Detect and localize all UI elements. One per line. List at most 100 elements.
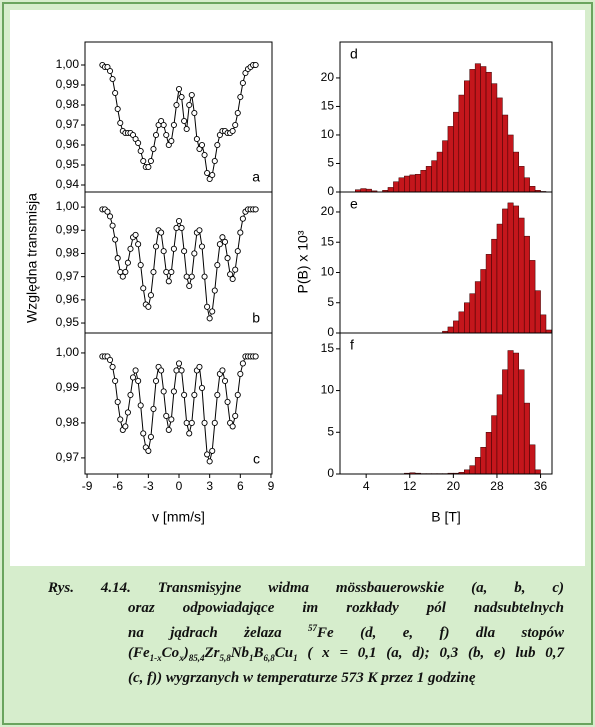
data-point [191, 391, 198, 398]
bar [485, 71, 492, 193]
bar [393, 181, 400, 193]
data-point [114, 398, 121, 405]
bar [534, 469, 541, 475]
y-axis-label: P(B) x 10³ [295, 230, 311, 293]
caption-text: na jądrach żelaza [128, 625, 309, 641]
data-point [181, 391, 188, 398]
data-point [112, 377, 119, 384]
data-point [198, 243, 206, 250]
bar [398, 177, 405, 193]
data-point [109, 363, 116, 370]
caption: Rys. 4.14. Transmisyjne widma mössbauero… [48, 578, 564, 688]
caption-text: oraz odpowiadające im rozkłady pól nadsu… [128, 600, 564, 616]
y-tick-label: 0,99 [56, 77, 80, 91]
caption-text: 5,8 [219, 653, 231, 663]
caption-line: (Fe1-xCox)85,4Zr5,8Nb1B6,8Cu1 ( x = 0,1 … [48, 643, 564, 668]
caption-text: 6,8 [263, 653, 275, 663]
data-point [160, 248, 167, 255]
data-point [160, 121, 167, 129]
y-tick-label: 1,00 [56, 199, 80, 213]
bar [502, 114, 509, 193]
data-point [140, 430, 147, 437]
bar [529, 186, 536, 193]
data-point [106, 213, 114, 220]
caption-text: 1 [249, 653, 254, 663]
data-point [237, 370, 244, 377]
data-point [158, 367, 165, 374]
bar [491, 83, 498, 193]
bar [529, 260, 536, 334]
data-point [219, 367, 226, 374]
data-point [209, 447, 216, 454]
data-point [229, 275, 236, 283]
data-point [234, 248, 241, 255]
data-point [191, 250, 198, 257]
x-tick-label: 3 [206, 479, 213, 493]
data-point [135, 139, 142, 147]
data-point [221, 377, 229, 384]
data-point [127, 391, 134, 398]
data-point [209, 171, 216, 179]
bar [523, 402, 530, 475]
data-point [173, 101, 180, 109]
x-tick-label: 6 [237, 479, 244, 493]
bar [480, 447, 487, 475]
data-point [135, 377, 142, 384]
bar [458, 311, 465, 334]
y-tick-label: 10 [321, 265, 335, 279]
data-point [183, 273, 190, 280]
data-point [252, 206, 259, 213]
data-point [214, 262, 221, 269]
caption-text: 57 [308, 623, 318, 633]
caption-text: ) [183, 645, 189, 661]
caption-text: Fe (d, e, f) dla stopów [317, 625, 564, 641]
bar [513, 151, 520, 193]
bar [507, 202, 514, 334]
y-tick-label: 0,98 [56, 97, 80, 111]
data-point [122, 268, 129, 276]
y-tick-label: 5 [327, 424, 334, 438]
y-tick-label: 0,95 [56, 315, 80, 329]
bar [518, 369, 525, 475]
bar [474, 457, 481, 475]
data-point [229, 423, 236, 430]
bar [518, 217, 525, 334]
bar [387, 187, 394, 193]
bar [453, 111, 460, 193]
data-point [104, 208, 111, 215]
data-point [206, 458, 213, 465]
caption-text: ( x = 0,1 (a, d); 0,3 (b, e) lub 0,7 [297, 645, 564, 661]
data-point [140, 157, 147, 165]
data-point [198, 141, 206, 149]
data-point [188, 273, 195, 280]
panel-letter: b [252, 310, 260, 326]
y-tick-label: 15 [321, 341, 335, 355]
data-point [145, 447, 152, 454]
data-point [165, 426, 172, 433]
panel-letter: d [350, 46, 358, 62]
x-axis-label: B [T] [431, 509, 461, 525]
data-point [163, 412, 170, 419]
data-point [137, 262, 144, 269]
caption-text: Rys. 4.14. Transmisyjne widma mössbauero… [48, 580, 564, 596]
bar [458, 94, 465, 193]
data-point [152, 243, 160, 250]
x-tick-label: -6 [112, 479, 123, 493]
caption-text: Cu [274, 645, 294, 661]
x-tick-label: 0 [176, 479, 183, 493]
data-point [127, 245, 134, 252]
data-point [232, 266, 239, 273]
bar [502, 208, 509, 334]
y-tick-label: 0 [327, 466, 334, 480]
x-tick-label: -3 [143, 479, 154, 493]
data-point [204, 451, 211, 458]
data-point [183, 125, 190, 133]
data-point [175, 217, 183, 225]
data-point [109, 75, 116, 83]
x-tick-label: 12 [403, 479, 417, 493]
data-point [112, 236, 119, 243]
data-point [191, 109, 198, 117]
data-point [204, 303, 211, 310]
bar [485, 254, 492, 334]
